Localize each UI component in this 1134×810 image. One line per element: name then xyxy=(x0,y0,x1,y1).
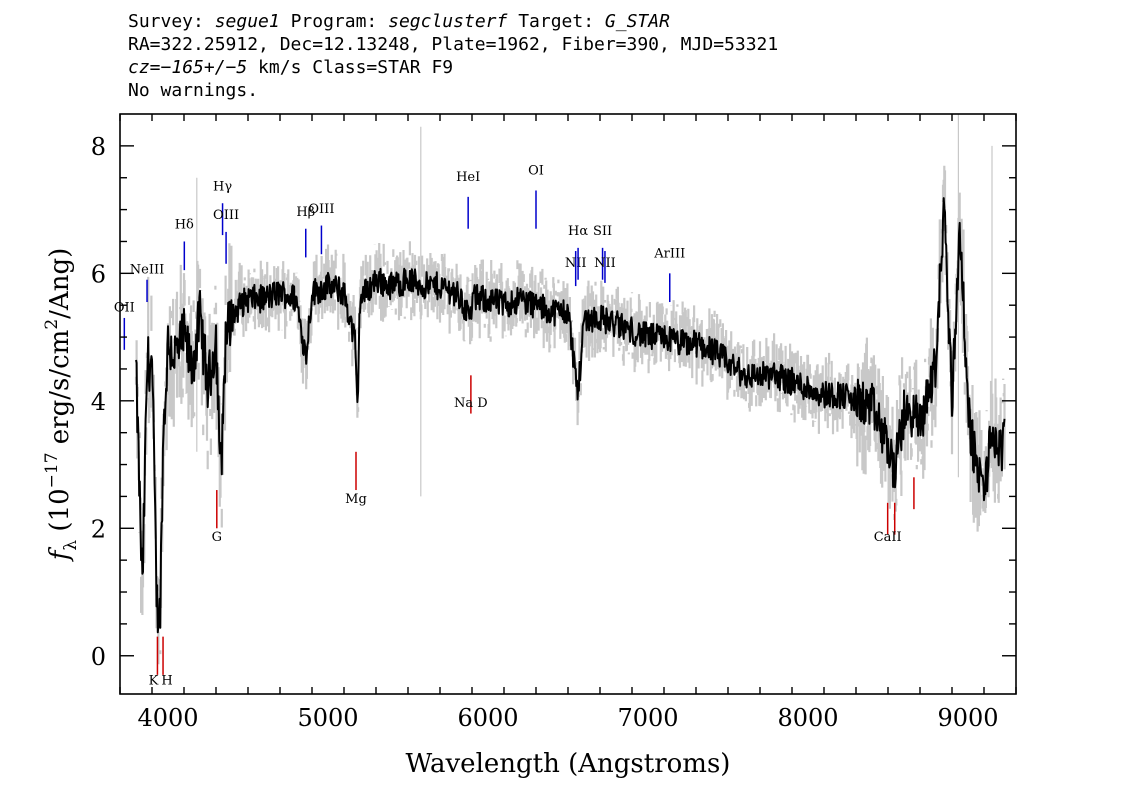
absorption-label: H xyxy=(161,673,172,688)
absorption-label: G xyxy=(212,530,222,545)
emission-label: NII xyxy=(565,256,587,271)
emission-label: NeIII xyxy=(130,262,164,277)
emission-label: Hβ xyxy=(296,205,315,220)
absorption-label: Na D xyxy=(454,396,488,411)
emission-label: HeI xyxy=(456,170,480,185)
absorption-label: Mg xyxy=(345,492,367,507)
y-axis-label-part: 2 xyxy=(42,319,62,330)
y-tick-label: 0 xyxy=(91,643,106,671)
y-axis-label: fλ (10−17 erg/s/cm2/Ang) xyxy=(42,248,81,563)
x-tick-label: 7000 xyxy=(617,704,678,732)
cz-label: cz= xyxy=(128,57,161,78)
program-label: Program: xyxy=(290,11,378,32)
flux-line xyxy=(135,197,1006,634)
header-line-2: RA=322.25912, Dec=12.13248, Plate=1962, … xyxy=(128,34,779,55)
x-tick-label: 4000 xyxy=(137,704,198,732)
emission-label: OIII xyxy=(308,202,334,217)
emission-label: ArIII xyxy=(653,246,685,261)
x-axis-label: Wavelength (Angstroms) xyxy=(406,749,731,779)
axis-ticks: 4000 5000 6000 7000 8000 9000 0 2 4 6 8 xyxy=(91,114,1017,732)
y-tick-label: 6 xyxy=(91,260,106,288)
y-axis-label-part: −17 xyxy=(42,452,62,488)
flux-series xyxy=(135,197,1006,634)
emission-label: NII xyxy=(594,256,616,271)
absorption-label: CaII xyxy=(874,530,902,545)
header-line-1: Survey: segue1 Program: segclusterf Targ… xyxy=(128,10,778,33)
y-axis-label-part: (10 xyxy=(45,488,75,540)
emission-label: SII xyxy=(593,224,612,239)
emission-label: OIII xyxy=(213,208,239,223)
emission-label: OII xyxy=(114,301,135,316)
header-line-3: cz=−165+/−5 km/s Class=STAR F9 xyxy=(128,56,778,79)
y-tick-label: 4 xyxy=(91,388,106,416)
absorption-label: K xyxy=(149,673,159,688)
target-value: G_STAR xyxy=(604,11,670,32)
class-text: km/s Class=STAR F9 xyxy=(247,57,454,78)
target-label: Target: xyxy=(518,11,595,32)
survey-label: Survey: xyxy=(128,11,204,32)
y-axis-label-part: /Ang) xyxy=(45,248,75,319)
x-tick-label: 5000 xyxy=(297,704,358,732)
emission-label: Hα xyxy=(568,224,588,239)
y-tick-label: 2 xyxy=(91,515,106,543)
emission-label: OI xyxy=(528,164,544,179)
y-axis-label-part: erg/s/cm xyxy=(45,330,75,453)
emission-label: Hδ xyxy=(175,218,194,233)
y-tick-label: 8 xyxy=(91,133,106,161)
emission-label: Hγ xyxy=(213,179,232,194)
program-value: segclusterf xyxy=(388,11,508,32)
x-tick-label: 9000 xyxy=(937,704,998,732)
survey-value: segue1 xyxy=(214,11,280,32)
x-tick-label: 8000 xyxy=(777,704,838,732)
x-tick-label: 6000 xyxy=(457,704,518,732)
y-axis-label-part: λ xyxy=(61,540,81,551)
cz-value: −165+/−5 xyxy=(160,57,248,78)
spectrum-header: Survey: segue1 Program: segclusterf Targ… xyxy=(128,10,778,102)
header-line-4: No warnings. xyxy=(128,80,259,101)
